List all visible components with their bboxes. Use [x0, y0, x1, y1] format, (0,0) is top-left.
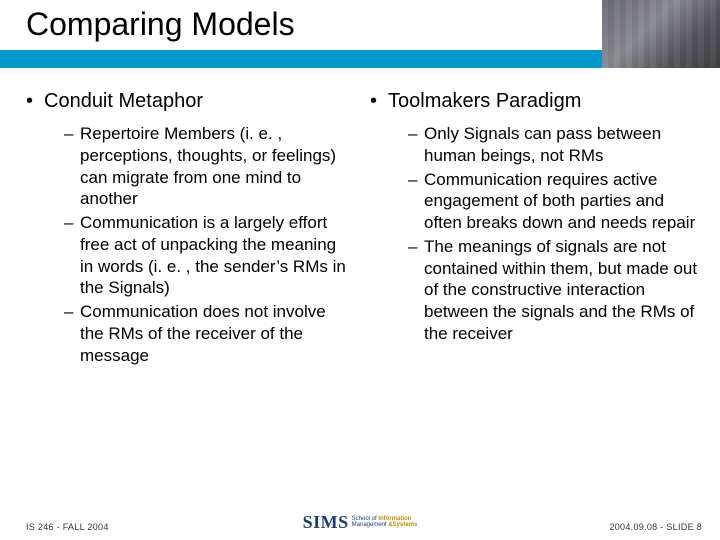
- decorative-photo: [602, 0, 720, 68]
- footer-logo: SIMS School of InformationManagement &Sy…: [285, 510, 435, 534]
- right-list: Only Signals can pass between human bein…: [370, 123, 702, 345]
- title-band: Comparing Models: [0, 0, 720, 70]
- footer: IS 246 - FALL 2004 SIMS School of Inform…: [0, 512, 720, 532]
- left-list: Repertoire Members (i. e. , perceptions,…: [26, 123, 354, 366]
- list-item: The meanings of signals are not containe…: [408, 236, 702, 345]
- right-column: Toolmakers Paradigm Only Signals can pas…: [364, 90, 702, 492]
- body-columns: Conduit Metaphor Repertoire Members (i. …: [26, 90, 702, 492]
- slide: Comparing Models Conduit Metaphor Repert…: [0, 0, 720, 540]
- list-item: Communication does not involve the RMs o…: [64, 301, 354, 366]
- list-item: Communication is a largely effort free a…: [64, 212, 354, 299]
- right-heading: Toolmakers Paradigm: [370, 90, 702, 113]
- logo-text: SIMS: [303, 512, 349, 533]
- list-item: Repertoire Members (i. e. , perceptions,…: [64, 123, 354, 210]
- left-heading: Conduit Metaphor: [26, 90, 354, 113]
- left-column: Conduit Metaphor Repertoire Members (i. …: [26, 90, 364, 492]
- slide-title: Comparing Models: [26, 6, 295, 43]
- footer-left: IS 246 - FALL 2004: [26, 522, 109, 532]
- list-item: Communication requires active engagement…: [408, 169, 702, 234]
- logo-subtext: School of InformationManagement &Systems: [352, 516, 418, 528]
- footer-right: 2004.09.08 - SLIDE 8: [609, 522, 702, 532]
- list-item: Only Signals can pass between human bein…: [408, 123, 702, 167]
